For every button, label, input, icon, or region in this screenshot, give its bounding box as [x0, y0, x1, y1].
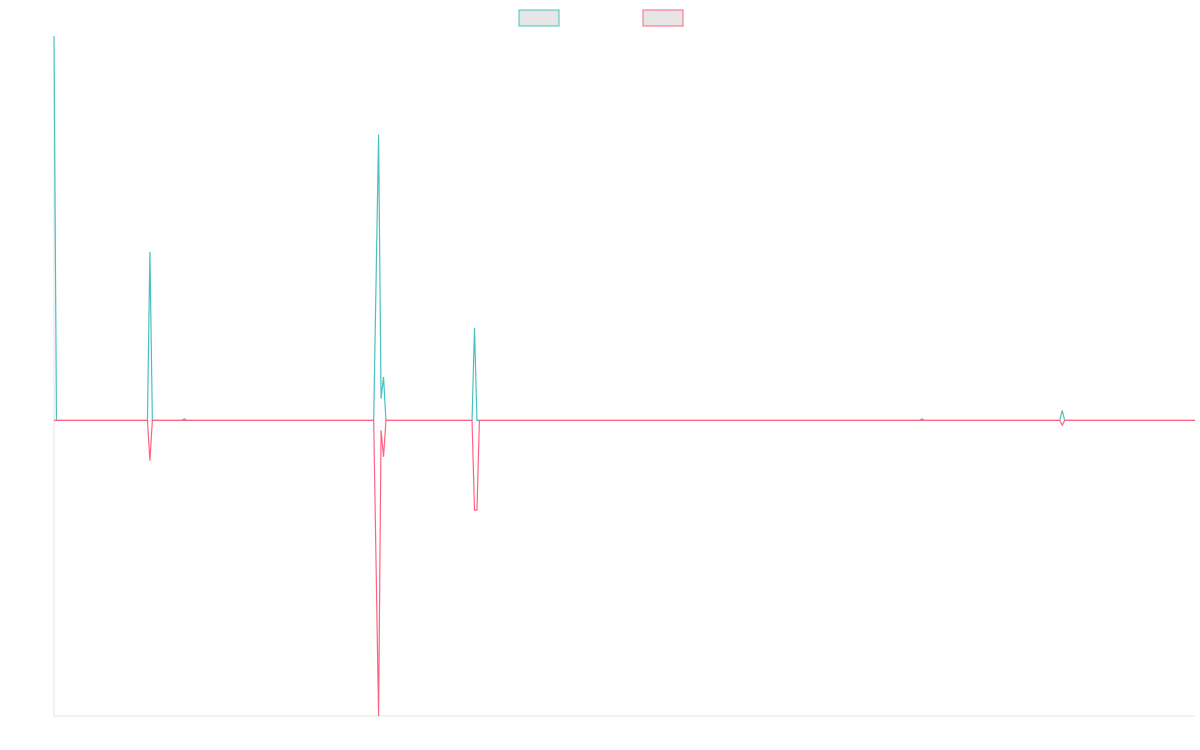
legend-item-1[interactable]	[518, 9, 560, 27]
series-layer	[53, 35, 1195, 717]
series-1-line	[53, 35, 1195, 421]
legend-item-2[interactable]	[642, 9, 684, 27]
axes	[53, 36, 1195, 717]
series-2	[54, 419, 1195, 717]
legend-swatch-1	[518, 9, 560, 27]
series-2-line	[54, 419, 1195, 717]
legend	[518, 9, 684, 27]
series-1	[53, 35, 1195, 421]
legend-swatch-2	[642, 9, 684, 27]
